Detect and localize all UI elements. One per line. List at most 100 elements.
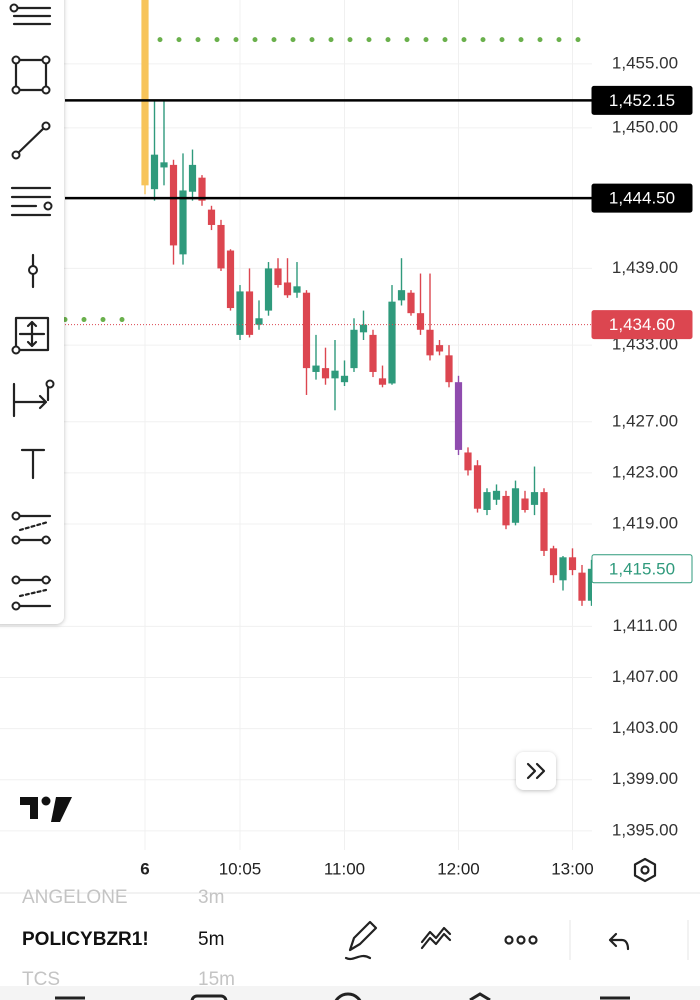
watchlist-symbol[interactable]: TCS (22, 969, 60, 990)
price-label: 1,415.50 (609, 559, 675, 578)
toolbar-panel (0, 0, 64, 624)
price-label-box (591, 310, 693, 340)
y-tick-label: 1,439.00 (612, 258, 678, 277)
candle-body (549, 548, 558, 576)
candle-body (521, 498, 529, 510)
candle-body (245, 291, 254, 335)
candle-body (302, 292, 311, 369)
candle-body (340, 375, 349, 383)
x-tick-label: 13:00 (551, 859, 594, 878)
price-label-box (591, 183, 693, 213)
y-tick-label: 1,423.00 (612, 462, 678, 481)
grid-layer (0, 0, 592, 850)
candle-body (464, 452, 472, 471)
brand-logo (20, 796, 72, 822)
y-tick-label: 1,399.00 (612, 769, 678, 788)
candle-body (454, 382, 463, 450)
watchlist-interval[interactable]: 5m (198, 929, 224, 950)
candle-body (255, 318, 263, 325)
tool-parallel[interactable] (10, 186, 53, 217)
y-tick-label: 1,427.00 (612, 411, 678, 430)
y-tick-label: 1,395.00 (612, 820, 678, 839)
price-label: 1,452.15 (609, 91, 675, 110)
candle-body (150, 154, 159, 190)
candle-body (217, 224, 225, 269)
candle-body (568, 557, 577, 571)
draw-button[interactable] (344, 920, 378, 961)
undo-button[interactable] (608, 932, 630, 951)
candle-body (445, 355, 453, 383)
candle-body (188, 164, 197, 192)
candle-body (359, 324, 368, 333)
candle-body (350, 329, 358, 369)
candle-body (198, 177, 206, 201)
candle-body (502, 495, 510, 526)
scroll-to-now-button[interactable] (516, 752, 556, 790)
watchlist-panel (0, 894, 700, 986)
axis-layer: 1,455.00 1,450.00 1,439.00 1,433.00 1,427.00… (65, 53, 693, 878)
candle-body (435, 345, 444, 352)
candle-body (378, 378, 387, 385)
candle-body (397, 290, 406, 301)
levels-layer (62, 37, 583, 323)
y-tick-label: 1,403.00 (612, 718, 678, 737)
tool-date-range[interactable] (12, 379, 55, 418)
candle-body (293, 286, 301, 293)
tool-text[interactable] (20, 448, 46, 480)
price-label-box (591, 85, 693, 115)
candle-body (530, 492, 539, 505)
candle-body (483, 492, 491, 510)
tool-projection[interactable] (11, 511, 52, 545)
nav-icons (55, 992, 630, 1000)
y-tick-label: 1,450.00 (612, 117, 678, 136)
x-tick-label: 12:00 (437, 859, 480, 878)
tool-trendline[interactable] (11, 121, 51, 160)
y-tick-label: 1,433.00 (612, 335, 678, 354)
candle-body (331, 370, 339, 379)
candle-body (236, 291, 244, 335)
candle-body (169, 164, 178, 246)
y-tick-label: 1,407.00 (612, 667, 678, 686)
tool-fib[interactable] (9, 3, 52, 26)
candle-body (179, 190, 187, 255)
candle-body (492, 490, 501, 500)
price-label: 1,434.60 (609, 315, 675, 334)
watchlist-symbol[interactable]: ANGELONE (22, 887, 128, 908)
candle-body (264, 268, 273, 311)
candle-body (407, 292, 415, 314)
candle-body (426, 329, 434, 356)
watchlist-symbol[interactable]: POLICYBZR1! (22, 929, 149, 950)
price-label-box (591, 554, 693, 584)
x-tick-label: 6 (140, 859, 149, 878)
price-label: 1,444.50 (609, 189, 675, 208)
candle-body (369, 334, 377, 372)
candle-body (540, 492, 548, 551)
tool-price-marker[interactable] (28, 253, 38, 289)
candle-body (416, 313, 425, 330)
tool-measure[interactable] (11, 316, 50, 355)
candle-body (587, 568, 592, 601)
candle-body (141, 0, 149, 186)
candle-body (578, 572, 586, 601)
drawing-toolbar (0, 0, 64, 624)
tool-rectangle[interactable] (11, 55, 51, 95)
tool-forecast[interactable] (11, 575, 52, 611)
candle-body (274, 268, 282, 286)
more-button[interactable] (504, 935, 538, 945)
candle-body (321, 368, 330, 379)
x-tick-label: 10:05 (219, 859, 262, 878)
watchlist-interval[interactable]: 3m (198, 887, 224, 908)
candle-body (312, 365, 320, 372)
y-tick-label: 1,411.00 (613, 616, 678, 635)
y-tick-label: 1,455.00 (612, 53, 678, 72)
drawings-button[interactable] (420, 926, 452, 950)
x-tick-label: 11:00 (324, 859, 365, 878)
y-tick-label: 1,419.00 (612, 514, 678, 533)
candles-layer (141, 0, 592, 606)
watchlist-interval[interactable]: 15m (198, 969, 235, 990)
candle-body (207, 209, 216, 225)
chart-settings-button[interactable] (633, 857, 657, 883)
candle-body (473, 465, 482, 509)
